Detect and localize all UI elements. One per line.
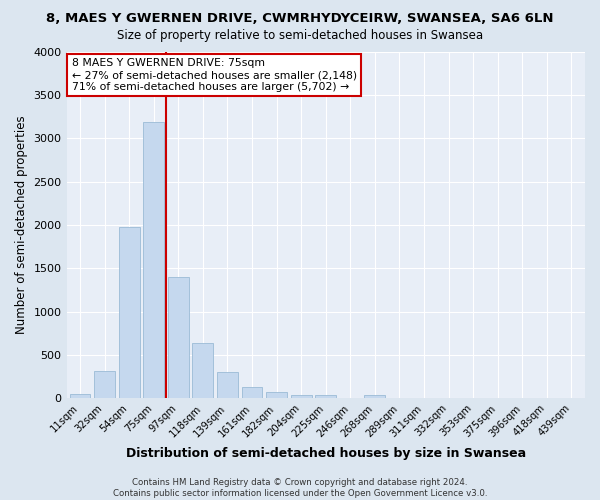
Bar [291, 394, 311, 398]
X-axis label: Distribution of semi-detached houses by size in Swansea: Distribution of semi-detached houses by … [126, 447, 526, 460]
Bar [266, 392, 287, 398]
Bar [193, 342, 214, 398]
Bar [143, 122, 164, 398]
Text: Size of property relative to semi-detached houses in Swansea: Size of property relative to semi-detach… [117, 29, 483, 42]
Bar [119, 226, 140, 398]
Text: 8, MAES Y GWERNEN DRIVE, CWMRHYDYCEIRW, SWANSEA, SA6 6LN: 8, MAES Y GWERNEN DRIVE, CWMRHYDYCEIRW, … [46, 12, 554, 26]
Bar [70, 394, 91, 398]
Text: 8 MAES Y GWERNEN DRIVE: 75sqm
← 27% of semi-detached houses are smaller (2,148)
: 8 MAES Y GWERNEN DRIVE: 75sqm ← 27% of s… [72, 58, 357, 92]
Bar [168, 277, 189, 398]
Y-axis label: Number of semi-detached properties: Number of semi-detached properties [15, 116, 28, 334]
Bar [316, 394, 336, 398]
Bar [242, 387, 262, 398]
Bar [217, 372, 238, 398]
Text: Contains HM Land Registry data © Crown copyright and database right 2024.
Contai: Contains HM Land Registry data © Crown c… [113, 478, 487, 498]
Bar [364, 394, 385, 398]
Bar [94, 371, 115, 398]
